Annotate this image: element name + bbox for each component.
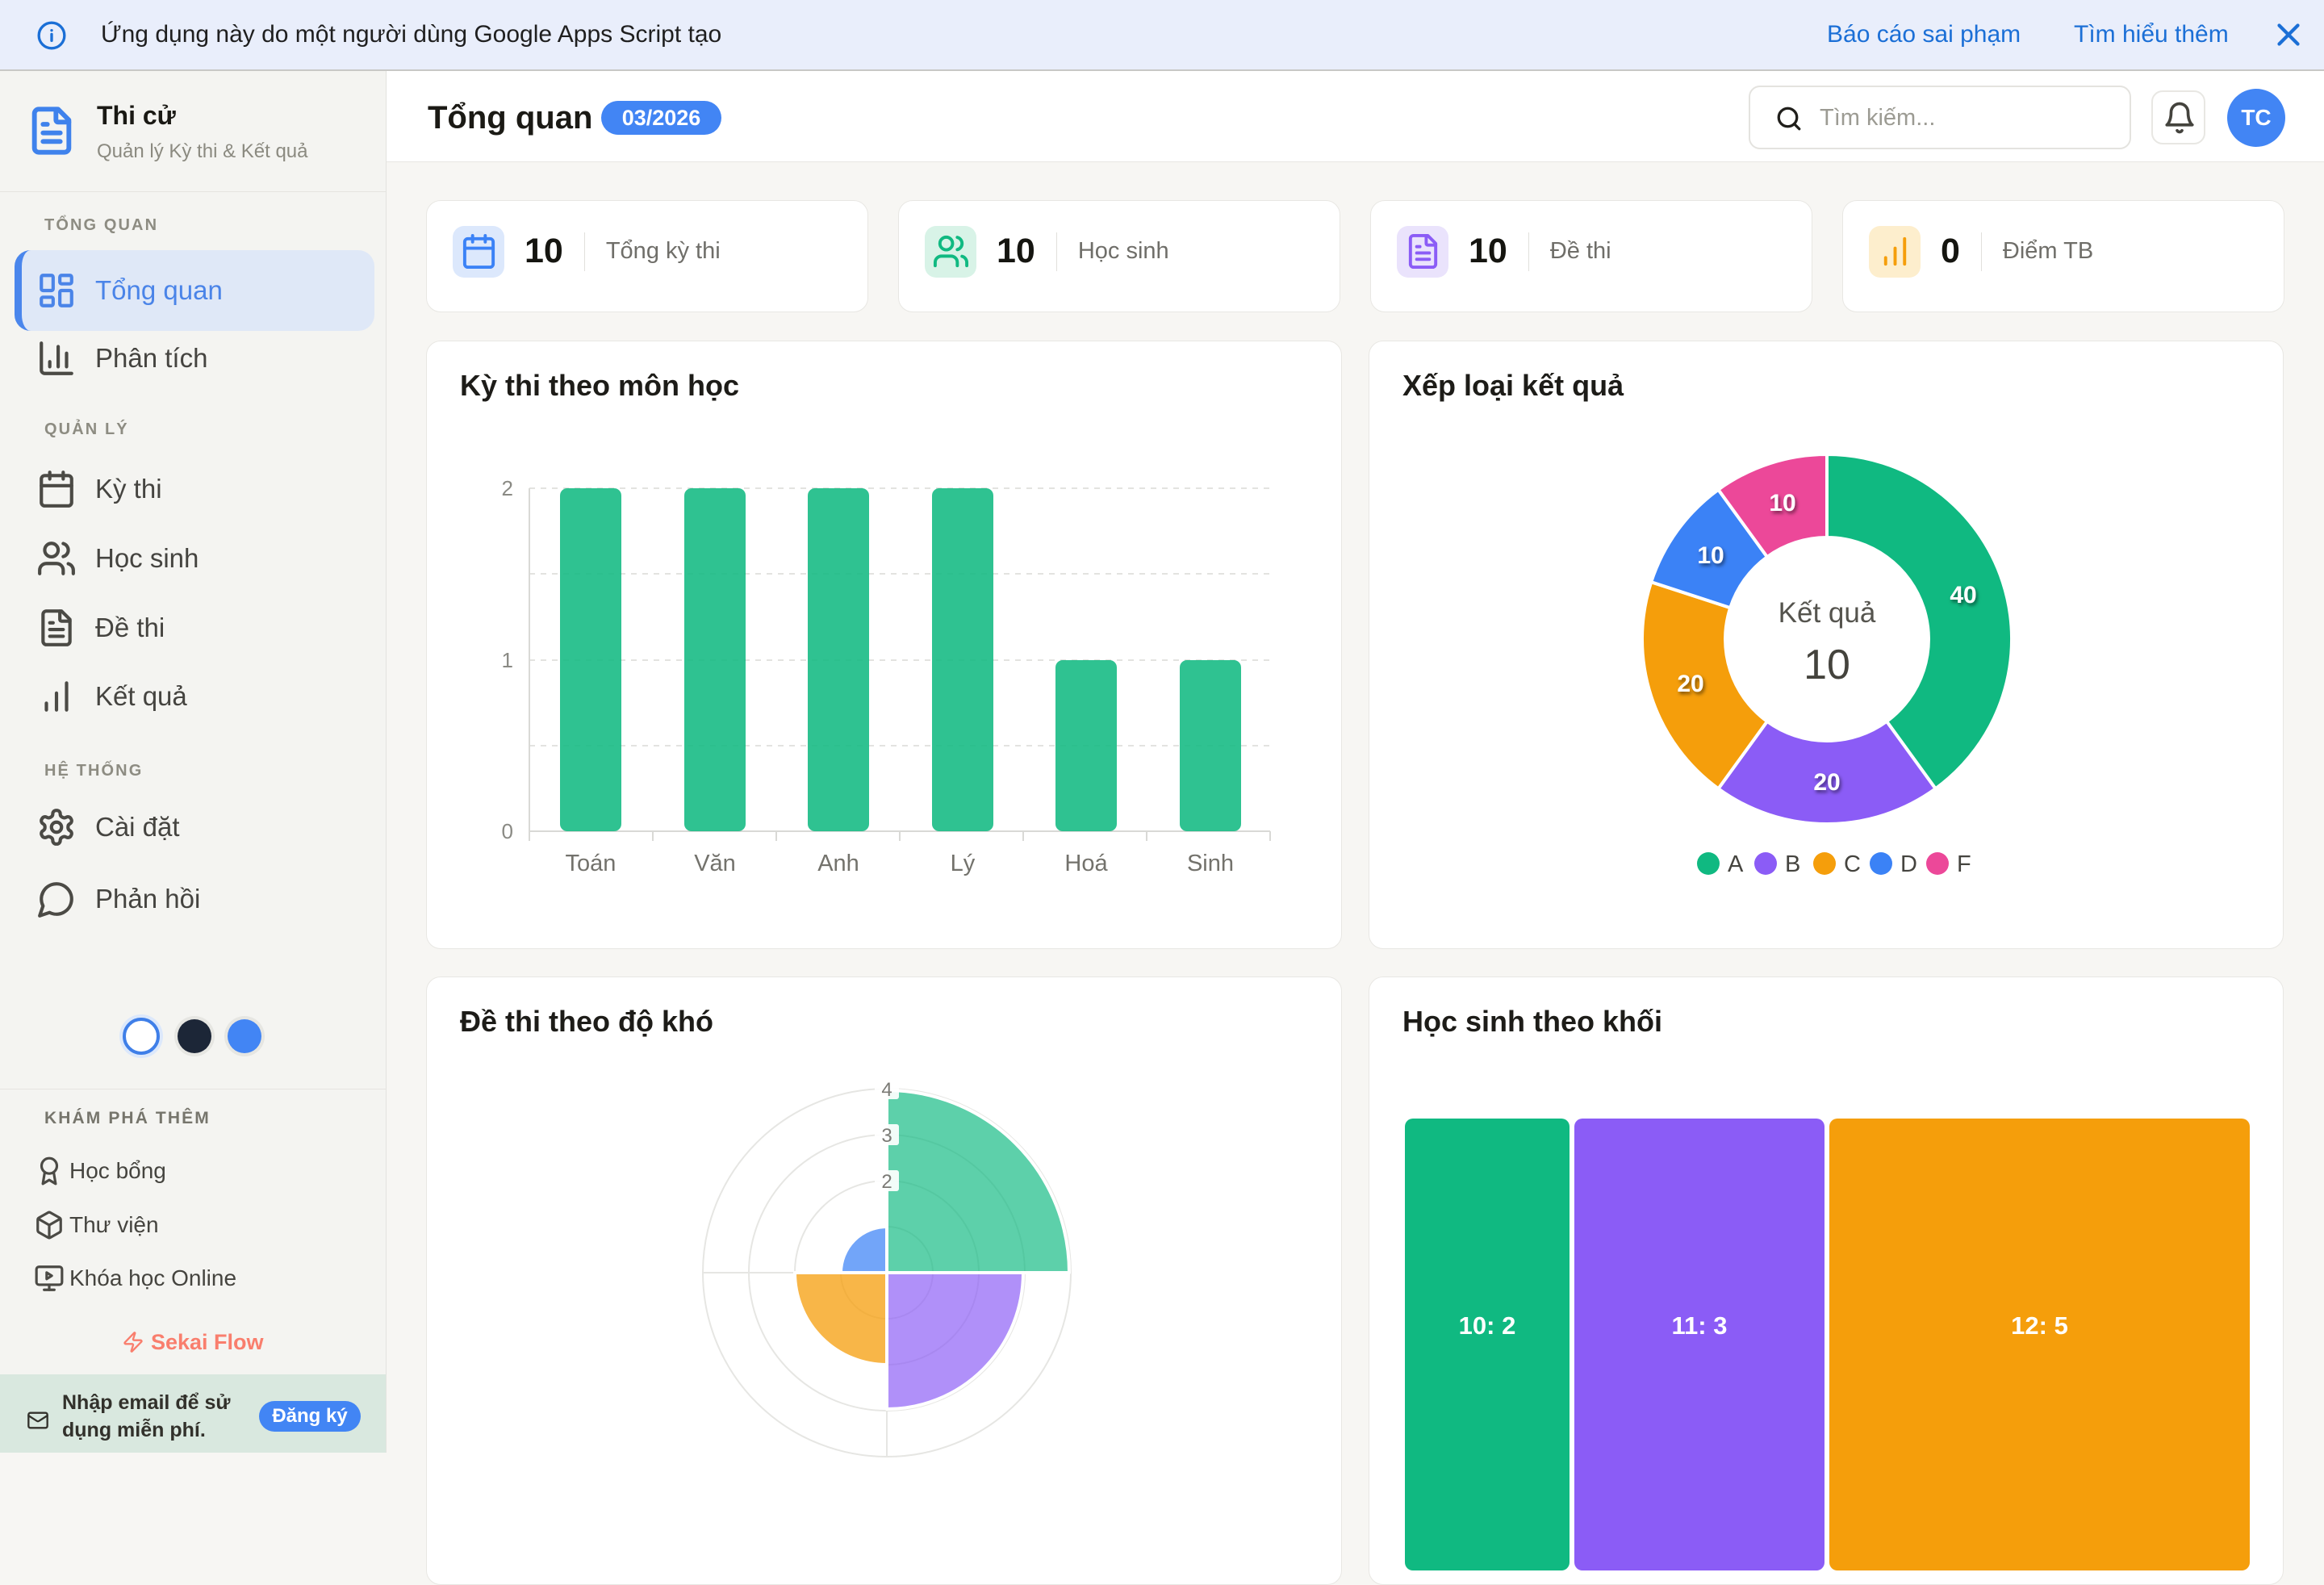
svg-text:1: 1 [502,648,513,672]
svg-text:Anh: Anh [817,851,859,876]
svg-text:Lý: Lý [951,851,976,876]
svg-text:4: 4 [881,1079,892,1101]
svg-text:Sinh: Sinh [1187,851,1234,876]
svg-text:C: C [1844,851,1861,877]
svg-text:2: 2 [881,1171,892,1193]
svg-text:B: B [1785,851,1800,877]
svg-text:20: 20 [1677,671,1703,697]
svg-text:F: F [1957,851,1971,877]
svg-text:10: 10 [1697,542,1724,569]
svg-text:A: A [1728,851,1744,877]
svg-text:2: 2 [502,476,513,500]
svg-text:10: 10 [1769,490,1795,516]
svg-text:40: 40 [1950,582,1976,608]
svg-text:Văn: Văn [694,851,736,876]
svg-text:0: 0 [502,819,513,843]
svg-text:D: D [1900,851,1917,877]
svg-text:Toán: Toán [566,851,617,876]
svg-text:Hoá: Hoá [1064,851,1108,876]
svg-text:10: 10 [1804,642,1850,688]
svg-text:Kết quả: Kết quả [1779,597,1876,629]
svg-text:20: 20 [1813,769,1840,796]
svg-text:3: 3 [881,1125,892,1147]
